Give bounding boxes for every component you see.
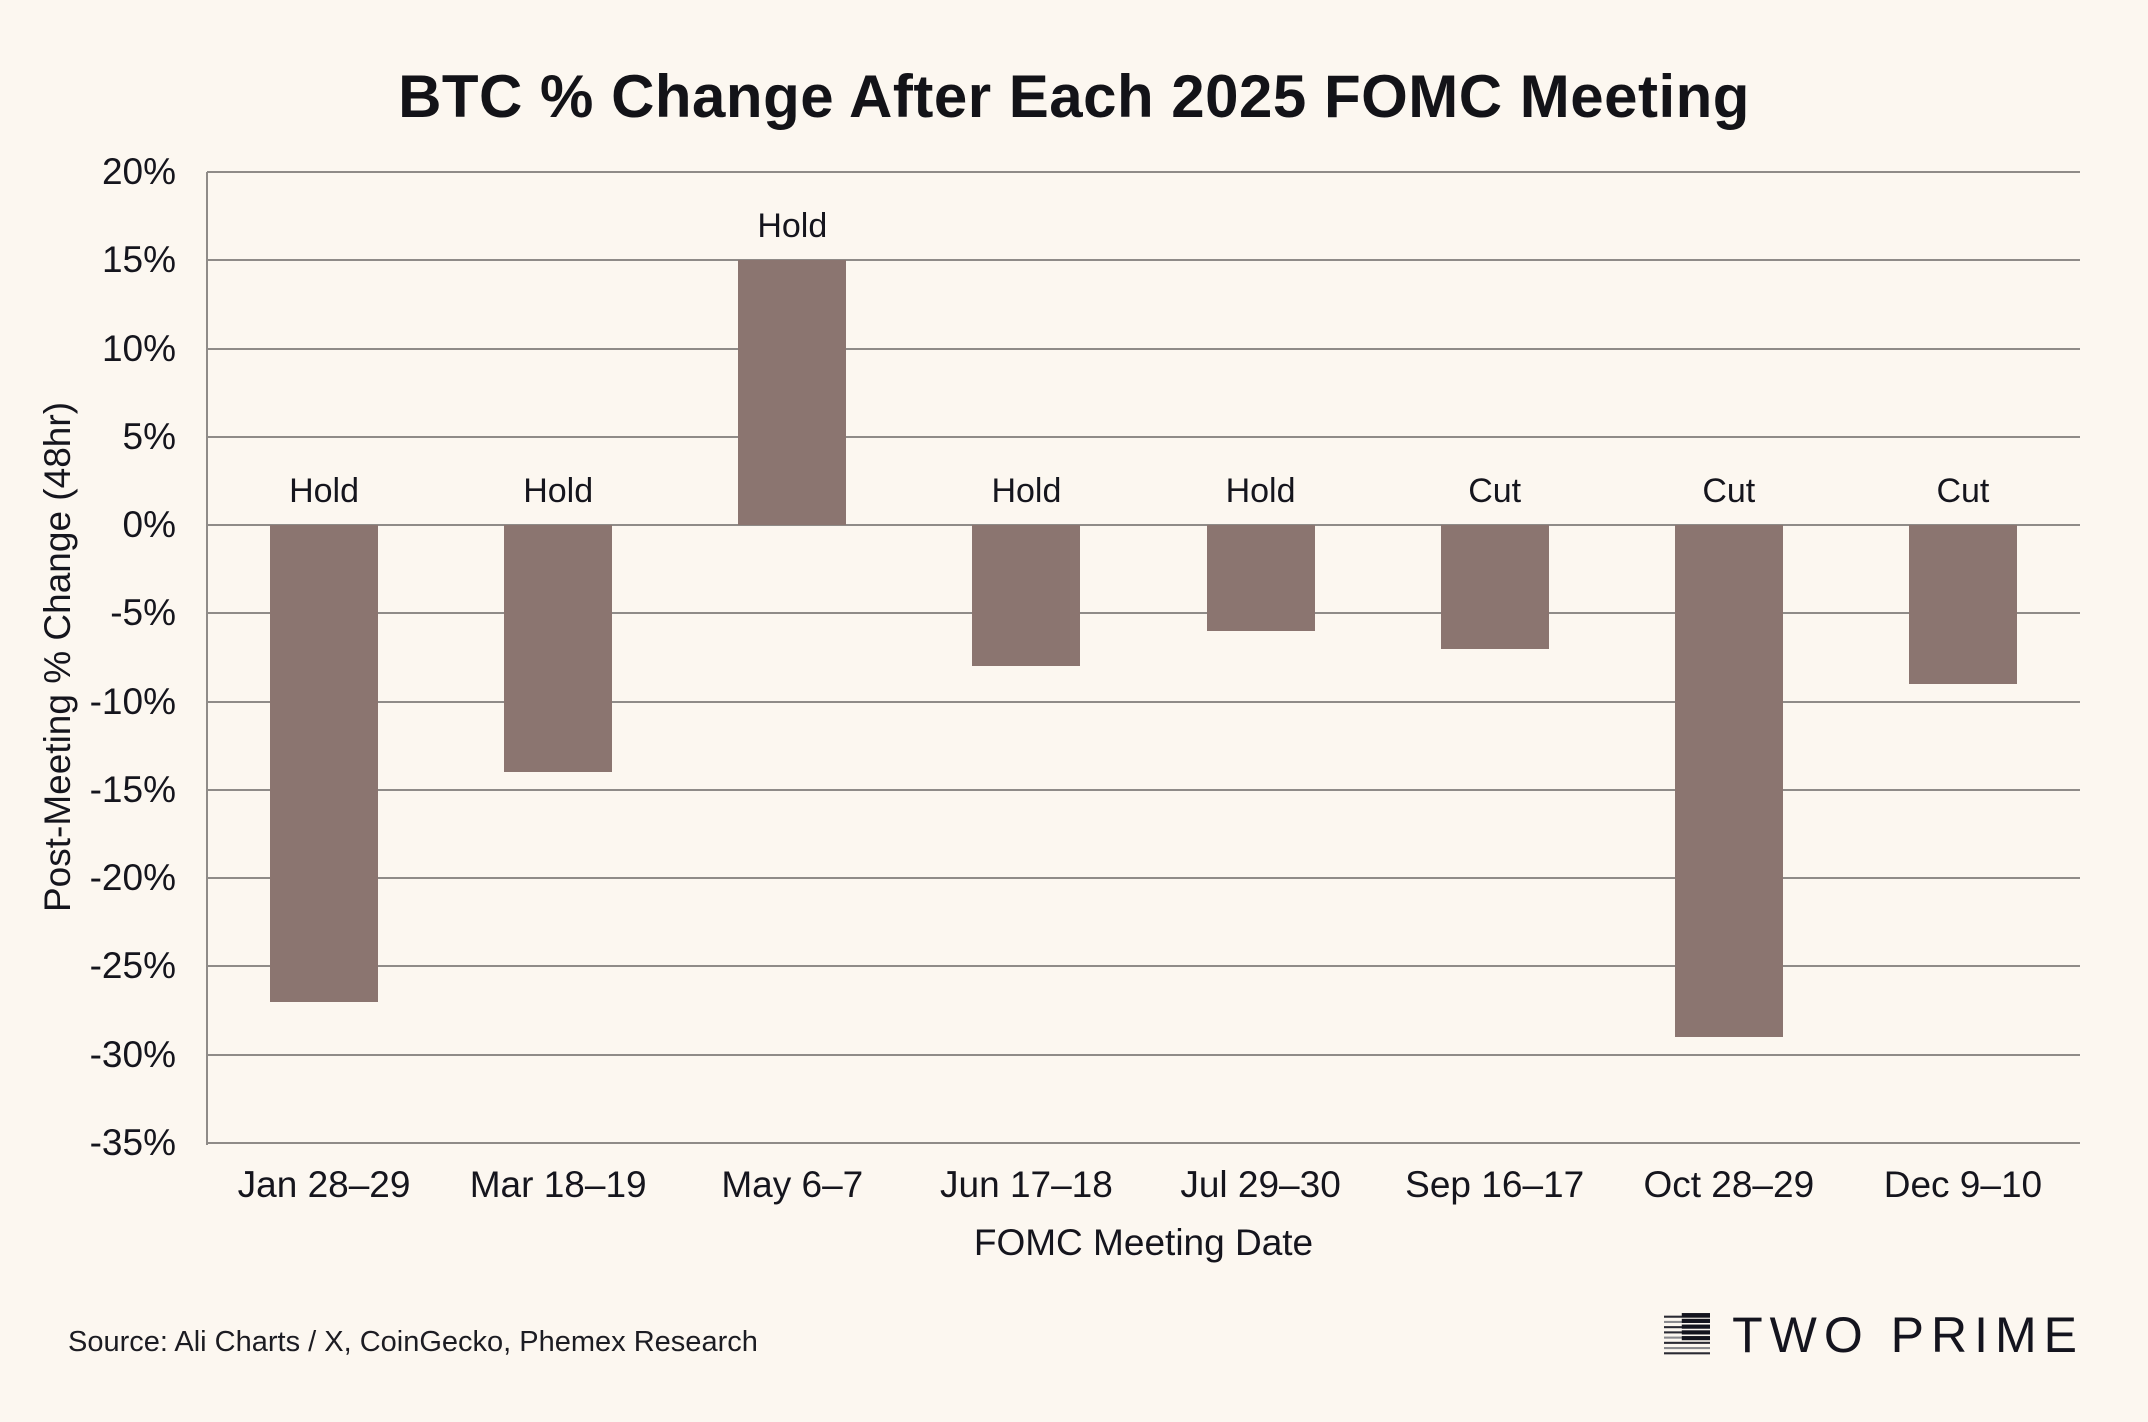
two-prime-logo-text: TWO PRIME — [1732, 1307, 2084, 1363]
y-tick-label: 20% — [101, 151, 176, 192]
x-tick-label: Jul 29–30 — [1180, 1164, 1341, 1205]
gridline — [207, 1053, 2080, 1056]
y-tick-label: -35% — [89, 1122, 176, 1163]
bar-label: Cut — [1702, 472, 1756, 511]
x-tick-label: Dec 9–10 — [1883, 1164, 2043, 1205]
gridline — [207, 788, 2080, 791]
x-tick-label: Sep 16–17 — [1405, 1164, 1585, 1205]
chart-title: BTC % Change After Each 2025 FOMC Meetin… — [398, 63, 1750, 130]
bar — [1206, 525, 1315, 631]
gridline — [207, 965, 2080, 968]
y-tick-label: 10% — [101, 327, 176, 369]
two-prime-logo: TWO PRIME — [1664, 1306, 2084, 1364]
y-axis-title: Post-Meeting % Change (48hr) — [37, 401, 78, 913]
gridline — [207, 259, 2080, 262]
y-tick-label: -5% — [110, 592, 176, 634]
bar-label: Cut — [1468, 472, 1522, 511]
bar — [972, 525, 1081, 667]
bar-label: Hold — [523, 472, 594, 511]
gridline — [207, 347, 2080, 350]
x-axis-title: FOMC Meeting Date — [973, 1222, 1314, 1263]
gridline — [207, 700, 2080, 703]
y-tick-label: -25% — [89, 945, 176, 987]
x-tick-label: May 6–7 — [721, 1164, 864, 1205]
x-tick-label: Jun 17–18 — [940, 1164, 1113, 1205]
x-tick-label: Mar 18–19 — [469, 1164, 647, 1205]
y-tick-label: 5% — [122, 415, 176, 457]
y-tick-label: 15% — [101, 239, 176, 281]
y-tick-label: -20% — [89, 857, 176, 899]
source-note: Source: Ali Charts / X, CoinGecko, Pheme… — [68, 1326, 758, 1358]
bar-label: Cut — [1936, 472, 1990, 511]
gridline — [207, 1142, 2080, 1144]
bar — [270, 525, 379, 1002]
bar-label: Hold — [991, 472, 1062, 511]
bar — [1908, 525, 2017, 684]
bar-label: Hold — [289, 472, 360, 511]
bar — [1440, 525, 1549, 649]
x-tick-label: Oct 28–29 — [1643, 1164, 1815, 1205]
gridline — [207, 877, 2080, 880]
y-axis-line — [206, 172, 208, 1145]
bar — [504, 525, 613, 773]
gridline — [207, 171, 2080, 173]
bar-label: Hold — [757, 207, 828, 246]
bar — [1674, 525, 1783, 1038]
two-prime-logo-icon — [1664, 1313, 1711, 1355]
gridline — [207, 435, 2080, 438]
x-tick-label: Jan 28–29 — [237, 1164, 411, 1205]
y-tick-label: 0% — [122, 504, 176, 546]
bar — [738, 260, 847, 526]
y-tick-label: -10% — [89, 680, 176, 722]
gridline — [207, 524, 2080, 527]
bar-label: Hold — [1225, 472, 1296, 511]
y-tick-label: -30% — [89, 1033, 176, 1075]
y-tick-label: -15% — [89, 768, 176, 810]
gridline — [207, 612, 2080, 615]
